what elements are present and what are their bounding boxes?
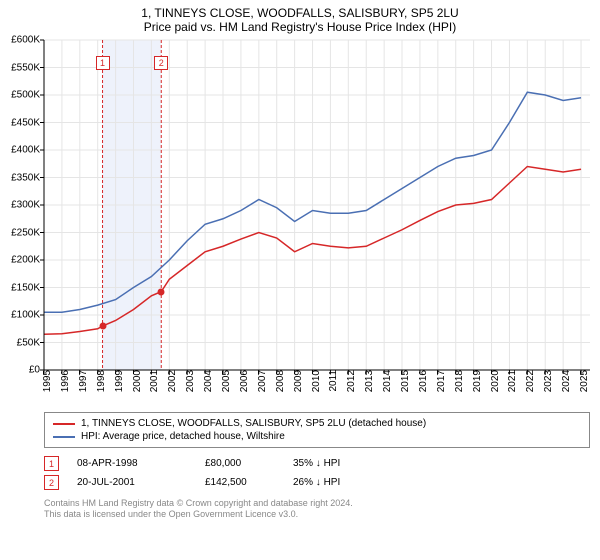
y-tick-label: £400K	[11, 145, 44, 156]
events-table: 1 08-APR-1998 £80,000 35% ↓ HPI 2 20-JUL-2001…	[44, 454, 590, 492]
event-row: 1 08-APR-1998 £80,000 35% ↓ HPI	[44, 454, 590, 473]
x-tick-label: 2016	[416, 370, 429, 392]
x-tick-label: 2018	[452, 370, 465, 392]
event-marker: 1	[96, 56, 110, 70]
x-tick-label: 2023	[541, 370, 554, 392]
x-tick-label: 1998	[94, 370, 107, 392]
x-tick-label: 2017	[434, 370, 447, 392]
legend-label: HPI: Average price, detached house, Wilt…	[81, 431, 285, 442]
attribution: Contains HM Land Registry data © Crown c…	[44, 498, 590, 521]
attribution-line: Contains HM Land Registry data © Crown c…	[44, 498, 590, 509]
x-tick-label: 2003	[183, 370, 196, 392]
legend-item: 1, TINNEYS CLOSE, WOODFALLS, SALISBURY, …	[53, 417, 581, 430]
x-tick-label: 2006	[237, 370, 250, 392]
x-tick-label: 2004	[201, 370, 214, 392]
x-tick-label: 2025	[577, 370, 590, 392]
line-chart	[44, 40, 590, 370]
x-tick-label: 2007	[255, 370, 268, 392]
x-tick-label: 2020	[488, 370, 501, 392]
y-tick-label: £350K	[11, 172, 44, 183]
x-tick-label: 2005	[219, 370, 232, 392]
x-tick-label: 2008	[273, 370, 286, 392]
y-tick-label: £100K	[11, 310, 44, 321]
x-tick-label: 2019	[470, 370, 483, 392]
event-row: 2 20-JUL-2001 £142,500 26% ↓ HPI	[44, 473, 590, 492]
event-delta: 26% ↓ HPI	[293, 477, 353, 488]
event-price: £80,000	[205, 458, 275, 469]
x-tick-label: 1999	[112, 370, 125, 392]
x-tick-label: 2002	[165, 370, 178, 392]
x-tick-label: 2022	[523, 370, 536, 392]
legend: 1, TINNEYS CLOSE, WOODFALLS, SALISBURY, …	[44, 412, 590, 448]
event-marker: 2	[154, 56, 168, 70]
chart-area: £0£50K£100K£150K£200K£250K£300K£350K£400…	[44, 40, 590, 370]
attribution-line: This data is licensed under the Open Gov…	[44, 509, 590, 520]
legend-label: 1, TINNEYS CLOSE, WOODFALLS, SALISBURY, …	[81, 418, 426, 429]
y-tick-label: £250K	[11, 227, 44, 238]
x-tick-label: 2014	[380, 370, 393, 392]
event-delta: 35% ↓ HPI	[293, 458, 353, 469]
x-tick-label: 2010	[309, 370, 322, 392]
x-tick-label: 2011	[326, 370, 339, 392]
x-tick-label: 2013	[362, 370, 375, 392]
legend-item: HPI: Average price, detached house, Wilt…	[53, 430, 581, 443]
x-tick-label: 1995	[40, 370, 53, 392]
event-date: 20-JUL-2001	[77, 477, 187, 488]
y-tick-label: £300K	[11, 200, 44, 211]
x-tick-label: 2001	[147, 370, 160, 392]
x-tick-label: 2024	[559, 370, 572, 392]
legend-swatch	[53, 423, 75, 425]
event-marker-badge: 2	[44, 475, 59, 490]
y-tick-label: £550K	[11, 62, 44, 73]
y-tick-label: £200K	[11, 255, 44, 266]
x-tick-label: 2000	[130, 370, 143, 392]
event-dot	[158, 288, 165, 295]
event-date: 08-APR-1998	[77, 458, 187, 469]
event-price: £142,500	[205, 477, 275, 488]
x-tick-label: 1996	[58, 370, 71, 392]
x-tick-label: 2021	[505, 370, 518, 392]
x-tick-label: 1997	[76, 370, 89, 392]
x-tick-label: 2015	[398, 370, 411, 392]
event-dot	[99, 323, 106, 330]
chart-title: 1, TINNEYS CLOSE, WOODFALLS, SALISBURY, …	[0, 6, 600, 20]
y-tick-label: £450K	[11, 117, 44, 128]
y-tick-label: £150K	[11, 282, 44, 293]
event-marker-badge: 1	[44, 456, 59, 471]
y-tick-label: £600K	[11, 35, 44, 46]
y-tick-label: £500K	[11, 90, 44, 101]
legend-swatch	[53, 436, 75, 438]
x-tick-label: 2012	[344, 370, 357, 392]
y-tick-label: £50K	[17, 337, 44, 348]
x-tick-label: 2009	[291, 370, 304, 392]
chart-subtitle: Price paid vs. HM Land Registry's House …	[0, 20, 600, 34]
